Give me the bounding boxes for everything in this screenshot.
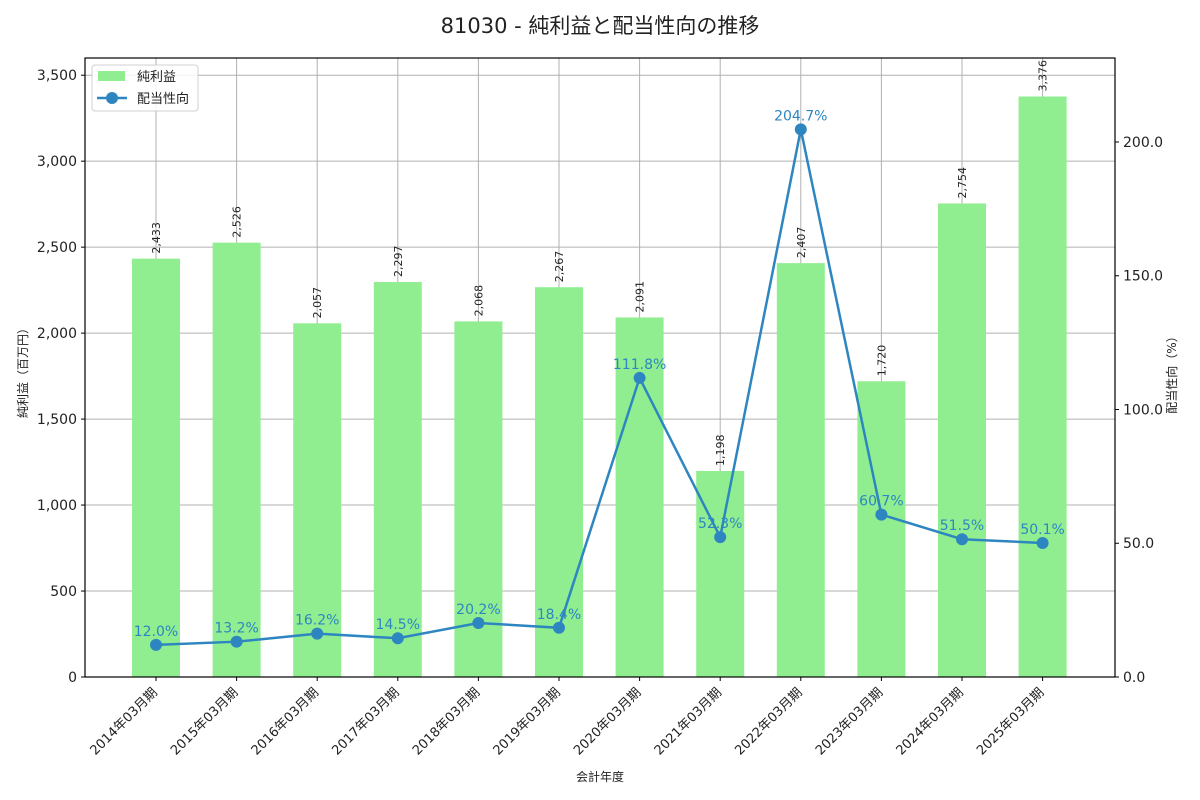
bar-value-label: 2,267 <box>553 251 566 283</box>
payout-ratio-label: 50.1% <box>1020 522 1064 538</box>
bar-value-label: 1,198 <box>714 435 727 467</box>
x-tick-label: 2024年03月期 <box>894 685 967 758</box>
y-tick-label: 3,500 <box>37 68 77 84</box>
bar-value-label: 2,433 <box>150 222 163 254</box>
plot-frame <box>84 57 1116 678</box>
x-tick-label: 2018年03月期 <box>410 685 483 758</box>
x-tick-label: 2022年03月期 <box>732 685 805 758</box>
y-tick-label: 3,000 <box>37 154 77 170</box>
bar-value-label: 2,068 <box>472 285 485 317</box>
legend-label-net-income: 純利益 <box>137 70 176 85</box>
payout-ratio-label: 12.0% <box>134 624 178 640</box>
payout-ratio-marker <box>714 531 727 544</box>
payout-ratio-label: 60.7% <box>859 494 903 510</box>
legend-label-payout-ratio: 配当性向 <box>137 91 189 107</box>
y-tick-label: 1,500 <box>37 412 77 428</box>
payout-ratio-marker <box>230 635 243 648</box>
y2-tick-label: 200.0 <box>1123 135 1163 151</box>
payout-ratio-marker <box>956 533 968 546</box>
bar-value-label: 1,720 <box>875 345 888 377</box>
payout-ratio-marker <box>1036 536 1049 549</box>
bar <box>1018 96 1067 677</box>
bar-value-label: 2,091 <box>634 281 647 313</box>
bar <box>535 287 583 677</box>
y2-tick-label: 0.0 <box>1123 670 1145 686</box>
x-tick-label: 2015年03月期 <box>168 685 241 758</box>
bar <box>132 258 180 677</box>
payout-ratio-marker <box>472 616 485 629</box>
payout-ratio-label: 111.8% <box>613 357 666 373</box>
payout-ratio-marker <box>553 621 565 634</box>
x-tick-label: 2023年03月期 <box>813 685 886 758</box>
payout-ratio-label: 20.2% <box>456 602 500 618</box>
y-axis-title: 純利益（百万円） <box>16 322 30 418</box>
legend-marker-swatch <box>106 92 118 104</box>
bar <box>776 263 825 677</box>
bar-value-label: 2,407 <box>795 227 808 259</box>
payout-ratio-marker <box>633 371 646 384</box>
x-tick-label: 2019年03月期 <box>491 685 564 758</box>
x-tick-label: 2025年03月期 <box>974 685 1047 758</box>
bar-value-label: 2,057 <box>311 287 324 319</box>
x-tick-label: 2020年03月期 <box>571 685 644 758</box>
payout-ratio-marker <box>150 638 162 651</box>
bar-value-label: 3,376 <box>1037 60 1050 92</box>
payout-ratio-label: 14.5% <box>376 617 420 633</box>
x-axis-title: 会計年度 <box>576 769 624 784</box>
y2-tick-label: 50.0 <box>1123 536 1154 552</box>
bar <box>212 242 261 677</box>
payout-ratio-label: 52.3% <box>698 516 742 532</box>
y2-axis-title: 配当性向（%） <box>1164 330 1179 413</box>
payout-ratio-marker <box>311 627 324 640</box>
y-tick-label: 2,500 <box>37 240 77 256</box>
payout-ratio-label: 51.5% <box>940 518 984 534</box>
legend-bar-swatch <box>98 71 125 81</box>
y-tick-label: 0 <box>68 670 77 686</box>
y2-tick-label: 100.0 <box>1123 402 1163 418</box>
chart-title: 81030 - 純利益と配当性向の推移 <box>440 14 760 38</box>
payout-ratio-label: 204.7% <box>774 108 827 124</box>
y-tick-label: 2,000 <box>37 326 77 342</box>
y-tick-label: 500 <box>50 584 77 600</box>
bar-value-label: 2,526 <box>231 206 244 238</box>
y2-tick-label: 150.0 <box>1123 269 1163 285</box>
payout-ratio-marker <box>794 123 807 136</box>
payout-ratio-marker <box>391 632 404 645</box>
x-tick-label: 2017年03月期 <box>329 685 402 758</box>
y-tick-label: 1,000 <box>37 498 77 514</box>
payout-ratio-label: 16.2% <box>295 613 339 629</box>
x-tick-label: 2016年03月期 <box>249 685 322 758</box>
x-tick-label: 2021年03月期 <box>652 685 725 758</box>
payout-ratio-label: 13.2% <box>214 621 258 637</box>
bar-value-label: 2,754 <box>956 167 969 199</box>
bar <box>938 203 986 677</box>
payout-ratio-label: 18.4% <box>537 607 581 623</box>
bar <box>373 282 422 677</box>
bar <box>857 381 906 677</box>
bar-value-label: 2,297 <box>392 246 405 278</box>
payout-ratio-line <box>155 129 1043 647</box>
payout-ratio-marker <box>875 508 888 521</box>
bar <box>293 323 342 677</box>
x-tick-label: 2014年03月期 <box>88 685 161 758</box>
